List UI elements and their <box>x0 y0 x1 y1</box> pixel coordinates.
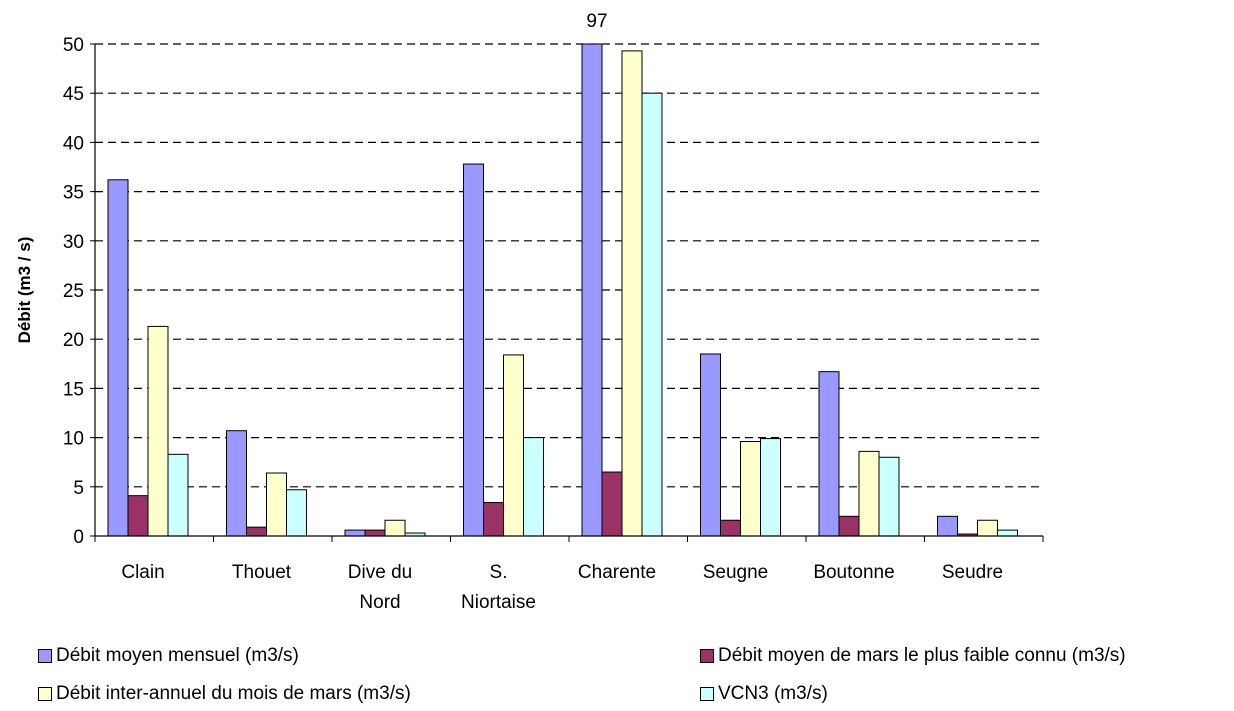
bar <box>384 519 406 537</box>
bar <box>226 430 247 537</box>
y-tick-label: 20 <box>63 330 84 351</box>
bar <box>997 529 1018 537</box>
legend-swatch <box>700 649 714 663</box>
data-label: 97 <box>586 11 607 32</box>
x-tick-label: Niortaise <box>461 592 536 613</box>
bar <box>641 92 663 537</box>
bar <box>838 515 860 537</box>
y-tick-label: 35 <box>63 183 84 204</box>
bar <box>581 43 603 537</box>
y-tick-label: 30 <box>63 232 84 253</box>
legend-label: VCN3 (m3/s) <box>718 683 828 704</box>
bars <box>107 43 1018 537</box>
bar <box>344 529 366 537</box>
y-tick-label: 45 <box>63 84 84 105</box>
bar <box>858 450 880 537</box>
bar <box>266 472 287 537</box>
legend-item: VCN3 (m3/s) <box>700 683 828 705</box>
bar <box>878 456 900 537</box>
y-tick-label: 50 <box>63 35 84 56</box>
legend-item: Débit moyen de mars le plus faible connu… <box>700 645 1126 667</box>
x-tick-labels: Clain Thouet Dive du Nord S. Niortaise Charent… <box>121 562 1003 613</box>
y-tick-label: 25 <box>63 281 84 302</box>
bar <box>818 371 840 537</box>
axes <box>90 43 1044 542</box>
bar <box>286 489 307 537</box>
x-tick-label: Seugne <box>703 562 769 583</box>
y-axis-label: Débit (m3 / s) <box>15 237 34 344</box>
bar <box>977 519 998 537</box>
bar <box>503 354 524 537</box>
bar <box>760 438 781 537</box>
bar <box>107 179 129 537</box>
bar <box>147 325 169 537</box>
legend-item: Débit inter-annuel du mois de mars (m3/s… <box>38 683 411 705</box>
legend-swatch <box>38 687 52 701</box>
x-tick-label: S. <box>490 562 508 583</box>
bar <box>364 529 386 537</box>
y-tick-label: 40 <box>63 133 84 154</box>
bar <box>720 519 741 537</box>
legend-swatch <box>38 649 52 663</box>
bar <box>483 502 504 537</box>
x-tick-label: Dive du <box>348 562 412 583</box>
legend-label: Débit moyen de mars le plus faible connu… <box>718 645 1126 666</box>
x-tick-label: Charente <box>578 562 656 583</box>
y-tick-label: 15 <box>63 379 84 400</box>
bar <box>246 526 267 537</box>
legend-label: Débit inter-annuel du mois de mars (m3/s… <box>56 683 411 704</box>
bar <box>127 495 149 537</box>
bar <box>601 471 623 537</box>
x-tick-label: Boutonne <box>813 562 894 583</box>
y-tick-label: 5 <box>73 478 84 499</box>
legend-label: Débit moyen mensuel (m3/s) <box>56 645 299 666</box>
legend-item: Débit moyen mensuel (m3/s) <box>38 645 299 667</box>
bar <box>463 163 484 537</box>
bar <box>621 50 643 537</box>
bar <box>740 441 761 537</box>
bar-chart: 0 5 10 15 20 25 30 35 40 45 50 Clain Thouet Dive du N… <box>15 11 1044 613</box>
gridlines <box>95 43 1043 488</box>
x-tick-label: Seudre <box>942 562 1003 583</box>
bar <box>167 453 189 537</box>
bar <box>937 515 958 537</box>
y-tick-labels: 0 5 10 15 20 25 30 35 40 45 50 <box>63 35 84 548</box>
x-tick-label: Thouet <box>232 562 292 583</box>
annotations: 97 <box>586 11 607 32</box>
y-tick-label: 10 <box>63 429 84 450</box>
y-tick-label: 0 <box>73 527 84 548</box>
legend-swatch <box>700 687 714 701</box>
x-tick-label: Nord <box>359 592 400 613</box>
bar <box>700 353 721 537</box>
bar <box>523 437 544 537</box>
x-tick-label: Clain <box>121 562 164 583</box>
